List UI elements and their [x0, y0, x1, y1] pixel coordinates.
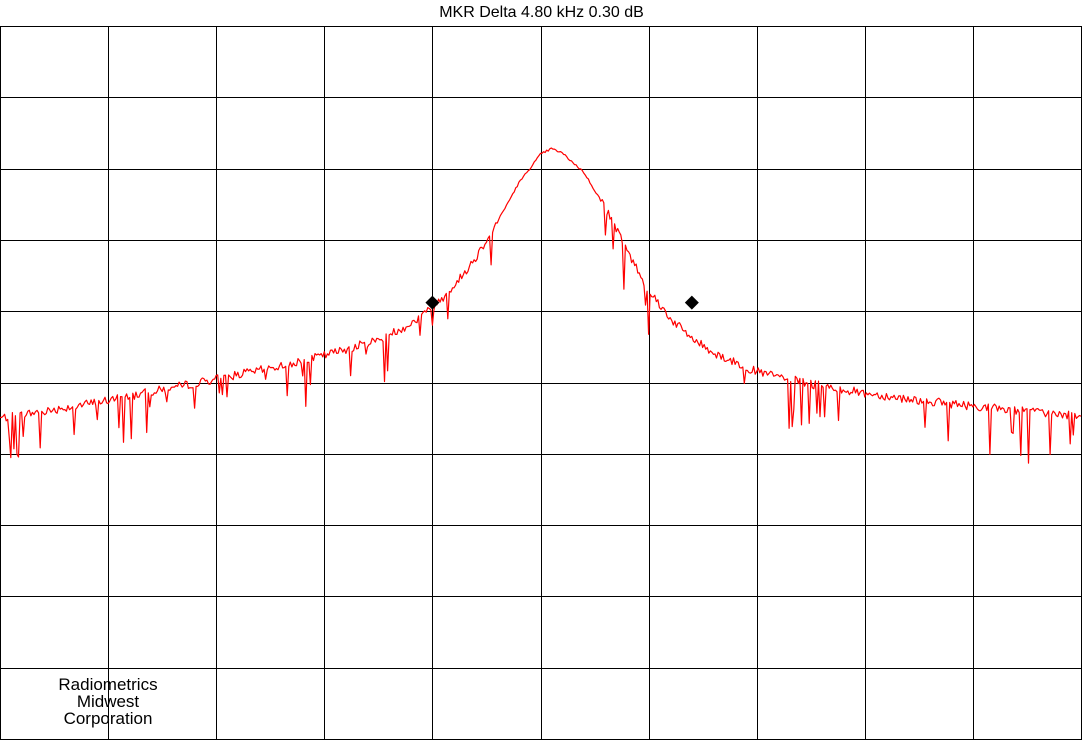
company-line-3: Corporation — [63, 709, 153, 728]
spectrum-trace — [0, 147, 1082, 464]
spectrum-trace-group — [0, 147, 1082, 464]
delta-marker — [684, 295, 699, 310]
markers-group — [425, 295, 699, 310]
reference-marker — [425, 295, 440, 310]
company-label: Radiometrics Midwest Corporation — [8, 676, 208, 727]
marker-delta-readout: MKR Delta 4.80 kHz 0.30 dB — [439, 4, 644, 21]
company-line-1: Radiometrics — [58, 675, 158, 694]
company-line-2: Midwest — [76, 692, 140, 711]
graticule — [0, 26, 1082, 740]
